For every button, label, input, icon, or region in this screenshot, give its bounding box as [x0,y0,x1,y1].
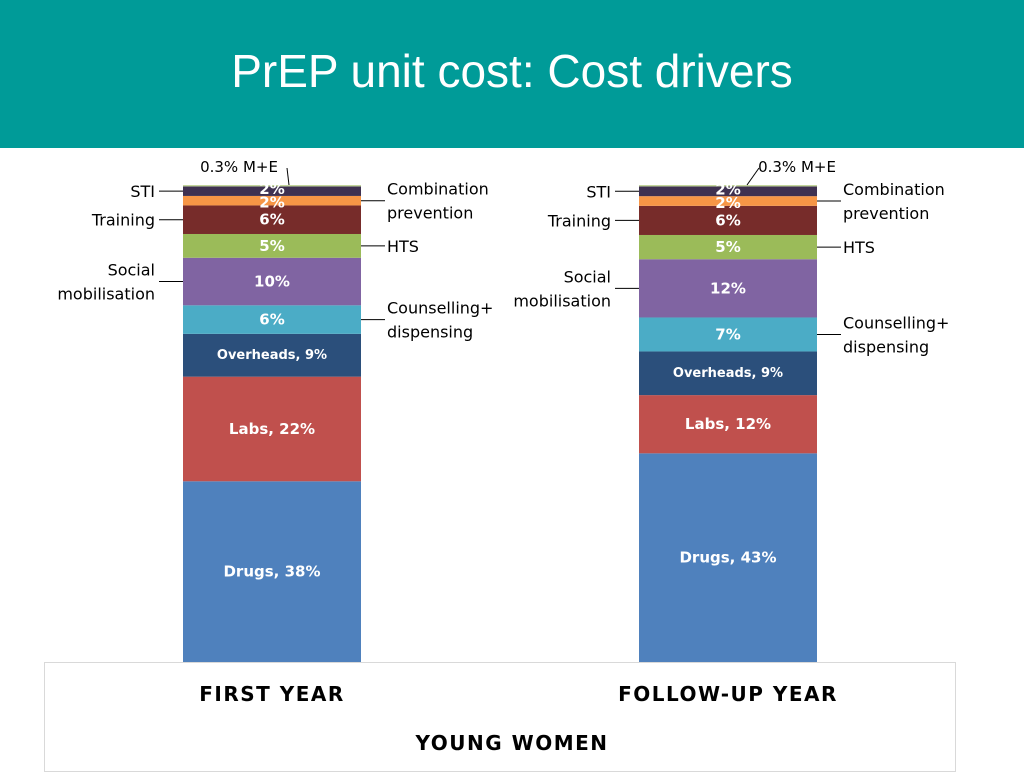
bar-follow-up-year-combination-prevention [639,196,817,206]
bar-follow-up-year-sti [639,186,817,197]
slide-title: PrEP unit cost: Cost drivers [231,45,793,97]
data-label-first-year-counselling-dispensing: 6% [259,311,284,329]
data-label-first-year-overheads: Overheads, 9% [217,348,327,363]
data-label-follow-up-year-labs: Labs, 12% [685,415,771,433]
category-label-first-year: FIRST YEAR [199,682,345,706]
bar-first-year-overheads [183,333,361,377]
bar-first-year-m-e [183,185,361,187]
data-label-first-year-social-mobilisation: 10% [254,273,290,291]
callout-first-year-training-text: Training [91,210,155,229]
callout-first-year-combination-prevention-text: Combination prevention [387,179,489,222]
bar-follow-up-year-drugs [639,453,817,662]
callout-first-year-counselling-dispensing-text: Counselling+ dispensing [387,298,493,341]
data-label-follow-up-year-sti: 2% [715,180,740,198]
bar-follow-up-year-counselling-dispensing [639,317,817,352]
data-label-first-year-combination-prevention: 2% [259,194,284,212]
callout-first-year-m-e-leader [286,167,290,186]
bar-first-year-combination-prevention [183,195,361,206]
data-label-follow-up-year-counselling-dispensing: 7% [715,325,740,343]
data-label-follow-up-year-hts: 5% [715,238,740,256]
bar-first-year-sti [183,186,361,196]
category-label-follow-up-year: FOLLOW-UP YEAR [618,682,838,706]
bar-follow-up-year-overheads [639,351,817,396]
bar-follow-up-year-training [639,205,817,235]
bar-first-year-hts [183,233,361,258]
bar-follow-up-year-hts [639,234,817,260]
bar-first-year-drugs [183,481,361,662]
callout-first-year-hts-text: HTS [387,236,419,255]
bar-follow-up-year-social-mobilisation [639,259,817,318]
callout-first-year-social-mobilisation-text: Social mobilisation [57,260,155,303]
callout-follow-up-year-counselling-dispensing-text: Counselling+ dispensing [843,313,949,356]
data-label-follow-up-year-training: 6% [715,211,740,229]
x-axis-area [44,662,956,772]
bar-follow-up-year-m-e [639,185,817,187]
bar-first-year-labs [183,376,361,482]
data-label-first-year-training: 6% [259,211,284,229]
callout-first-year-m-e-text: 0.3% M+E [200,158,278,176]
callout-follow-up-year-m-e-text: 0.3% M+E [758,158,836,176]
bar-follow-up-year-labs [639,395,817,454]
callout-follow-up-year-training-text: Training [547,211,611,230]
data-label-first-year-hts: 5% [259,237,284,255]
data-label-first-year-labs: Labs, 22% [229,420,315,438]
data-label-first-year-drugs: Drugs, 38% [223,563,320,581]
bar-first-year-social-mobilisation [183,257,361,306]
data-label-follow-up-year-combination-prevention: 2% [715,194,740,212]
x-axis-title: YOUNG WOMEN [415,731,609,755]
bar-first-year-counselling-dispensing [183,305,361,334]
callout-follow-up-year-sti-text: STI [586,182,611,201]
callout-first-year-sti-text: STI [130,182,155,201]
title-banner [0,0,1024,148]
data-label-follow-up-year-drugs: Drugs, 43% [679,549,776,567]
data-label-follow-up-year-overheads: Overheads, 9% [673,366,783,381]
callout-follow-up-year-hts-text: HTS [843,238,875,257]
callout-follow-up-year-m-e-leader [746,167,760,186]
callout-follow-up-year-combination-prevention-text: Combination prevention [843,180,945,223]
bar-first-year-training [183,205,361,234]
data-label-first-year-sti: 2% [259,180,284,198]
callout-follow-up-year-social-mobilisation-text: Social mobilisation [513,267,611,310]
data-label-follow-up-year-social-mobilisation: 12% [710,279,746,297]
